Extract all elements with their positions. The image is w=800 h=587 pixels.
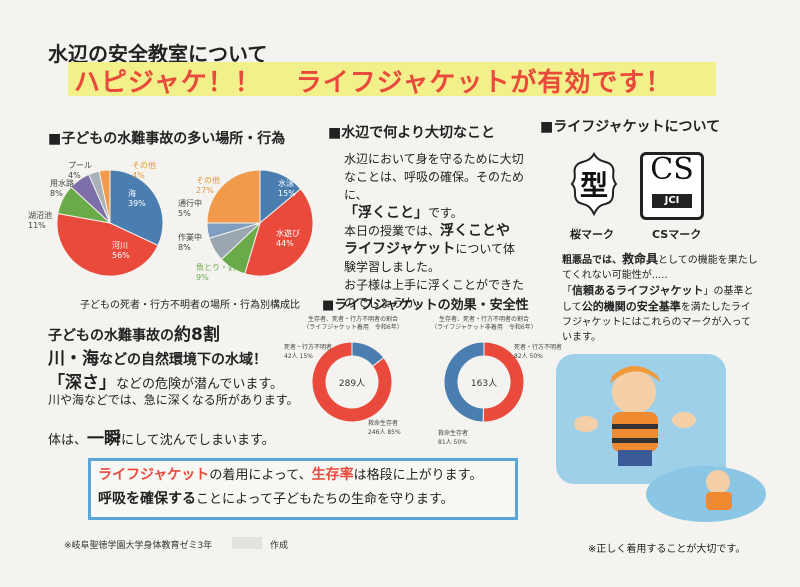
pie1-label-yousui: 用水路 8% (50, 179, 74, 198)
summary-line1: 子どもの水難事故の約8割 (48, 325, 220, 345)
child-life-jacket-illustration (556, 354, 766, 522)
donut-chart-without-jacket: 163人 (443, 341, 525, 423)
pie-chart-places (56, 169, 164, 277)
pie2-label-suiei: 水泳 15% (278, 179, 296, 198)
slice-other2 (206, 169, 261, 224)
slice-mizuasobi (244, 188, 314, 277)
section-important-body: 水辺において身を守るために大切なことは、呼吸の確保。そのために、 「浮くこと」で… (344, 152, 525, 310)
donut-chart-with-jacket: 289人 (311, 341, 393, 423)
banner-part2: ライフジャケットが有効です！ (295, 68, 673, 98)
section-effect-heading: ■ライフジャケットの効果・安全性 (322, 298, 529, 313)
slice-other (98, 169, 111, 224)
key-message-line2: 呼吸を確保することによって子どもたちの生命を守ります。 (98, 491, 454, 507)
pie1-label-kasen: 河川 56% (112, 241, 130, 260)
donut1-dead-label: 死者・行方不明者 42人 15% (284, 344, 333, 360)
donut2-alive (443, 341, 485, 423)
pie2-label-other: その他 27% (196, 176, 220, 195)
donut2-title: 生存者、死者・行方不明者の割合 （ライフジャケット非着用 令和6年） (431, 316, 537, 331)
key-message-line1: ライフジャケットの着用によって、生存率は格段に上がります。 (98, 467, 483, 483)
donut1-center: 289人 (339, 378, 365, 389)
banner-text: ハピジャケ！！ ライフジャケットが有効です！ (74, 62, 672, 99)
sakura-mark-label: 桜マーク (570, 228, 614, 241)
summary-line2: 川・海などの自然環境下の水域！ (48, 349, 267, 369)
donut1-title: 生存者、死者・行方不明者の割合 （ライフジャケット着用 令和6年） (303, 316, 403, 331)
banner-highlight (68, 62, 716, 96)
cs-mark-icon (640, 152, 704, 220)
banner-part1: ハピジャケ！！ (74, 68, 262, 98)
sakura-mark-icon (570, 152, 618, 217)
credit-text: ※岐阜聖徳学園大学身体教育ゼミ3年 (64, 541, 213, 551)
sakura-mark-symbol: 型 (579, 169, 608, 202)
section-important-heading: ■水辺で何より大切なこと (328, 125, 495, 141)
pie1-label-umi: 海 39% (128, 189, 146, 208)
donut2-center: 163人 (471, 378, 497, 389)
summary-line5: 体は、一瞬にして沈んでしまいます。 (48, 429, 275, 449)
redacted-name (232, 537, 262, 549)
cs-mark-label: CSマーク (652, 228, 702, 241)
pie1-label-pool: プール 4% (68, 161, 92, 180)
section-jacket-heading: ■ライフジャケットについて (540, 119, 721, 135)
correct-wearing-note: ※正しく着用することが大切です。 (588, 544, 746, 555)
slice-kasen (56, 212, 159, 277)
key-message-box (88, 458, 518, 520)
section-accidents-heading: ■子どもの水難事故の多い場所・行為 (48, 131, 286, 147)
summary-line4: 川や海などでは、急に深くなる所があります。 (48, 393, 299, 407)
pie-caption: 子どもの死者・行方不明者の場所・行為別構成比 (80, 300, 300, 311)
donut1-alive (311, 341, 393, 423)
section-jacket-body: 粗悪品では、救命具としての機能を果たしてくれない可能性が..... 「信頼あるラ… (562, 252, 758, 343)
pie-chart-activities (206, 169, 314, 277)
pie1-label-other: その他 4% (132, 161, 156, 180)
donut2-dead-label: 死者・行方不明者 82人 50% (514, 344, 563, 360)
cs-mark-symbol: CS (650, 152, 694, 187)
pie2-label-tsuko: 通行中 5% (178, 199, 202, 218)
donut1-alive-label: 救命生存者 246人 85% (368, 420, 401, 436)
cs-mark-sub: JCI (652, 194, 692, 208)
pie2-label-sagyo: 作業中 8% (178, 233, 202, 252)
summary-line3: 「深さ」などの危険が潜んでいます。 (48, 373, 284, 393)
donut2-alive-label: 救命生存者 81人 50% (438, 430, 469, 446)
credit-made: 作成 (270, 541, 289, 551)
pie1-label-kozui: 湖沼池 11% (28, 211, 52, 230)
pie2-label-tsuri: 魚とり・釣り 9% (196, 263, 244, 282)
slice-umi (109, 169, 164, 247)
pie2-label-asobi: 水遊び 44% (276, 229, 300, 248)
